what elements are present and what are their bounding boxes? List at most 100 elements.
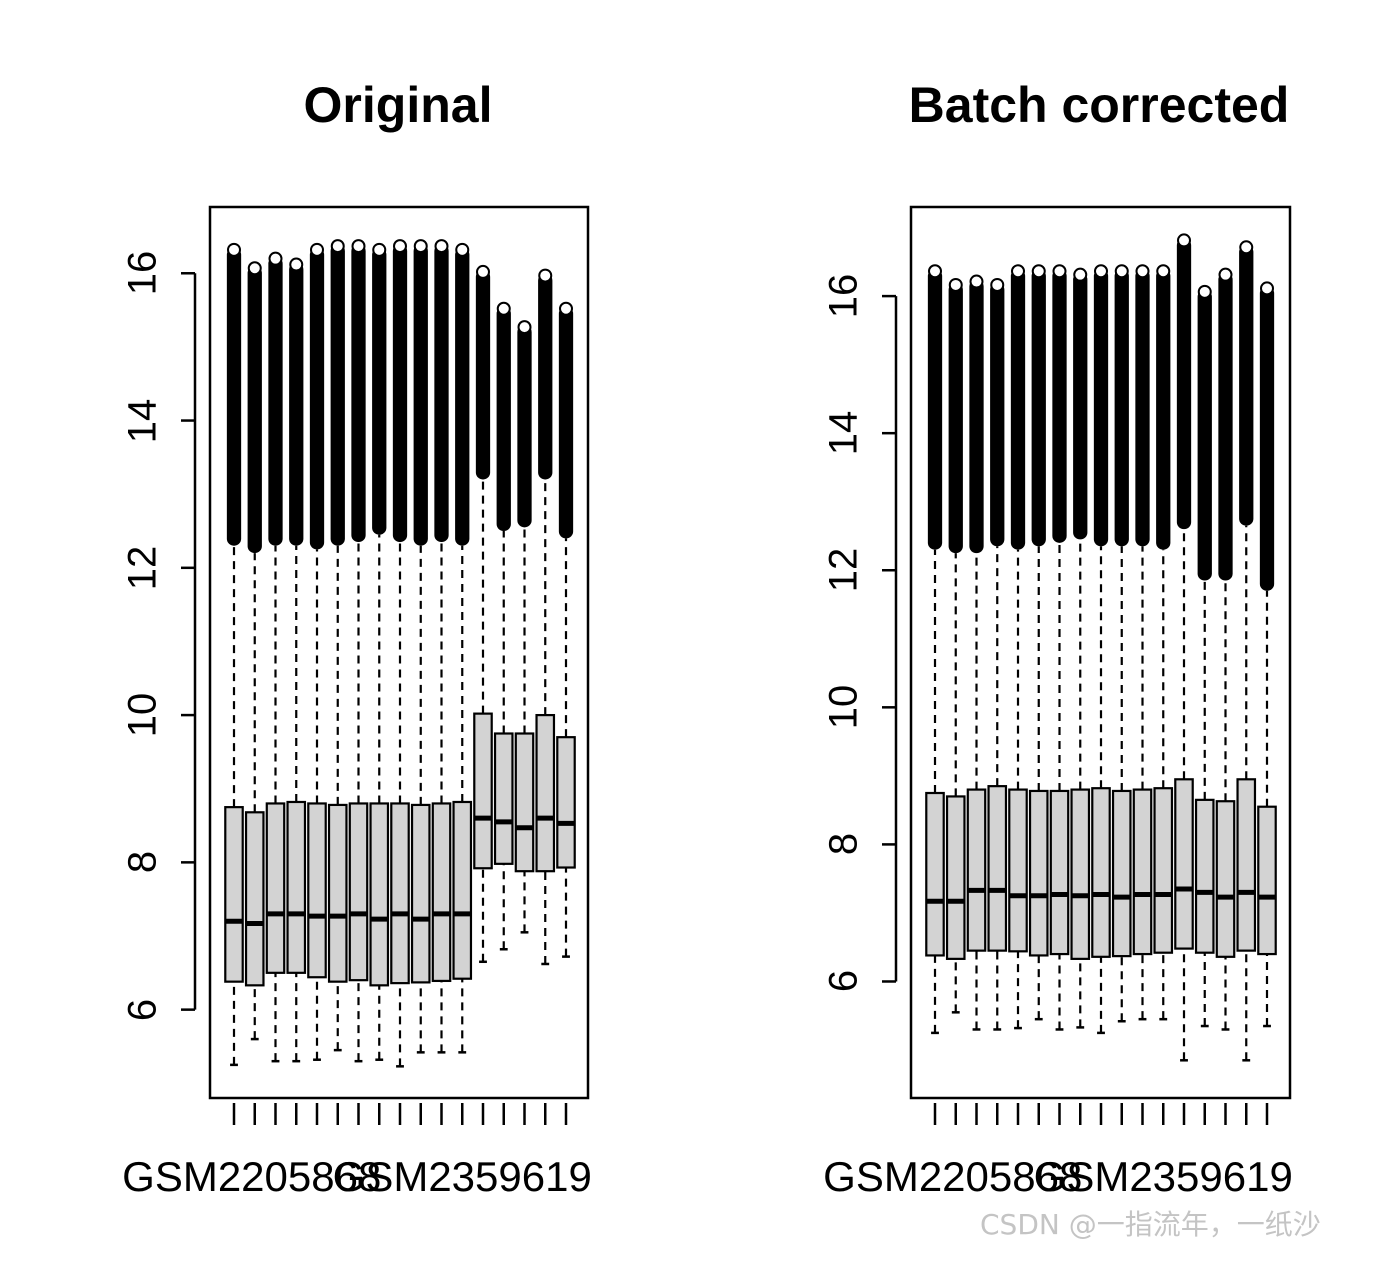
box-body (390, 802, 410, 985)
outlier-point (330, 239, 345, 254)
outlier-band (1156, 269, 1171, 550)
outlier-band (475, 269, 491, 480)
box-body (493, 732, 514, 865)
box-body (535, 713, 556, 873)
box-body (452, 800, 473, 980)
box-body (473, 712, 493, 870)
outlier-point (227, 242, 241, 257)
outlier-band (1073, 272, 1088, 540)
plot-frame (909, 205, 1292, 1100)
y-tick-label: 6 (120, 998, 165, 1021)
outlier-band (517, 325, 532, 528)
x-tick-label: GSM2359619 (332, 1153, 592, 1200)
outlier-point (268, 251, 283, 266)
x-tick-label: GSM2205868 (823, 1153, 1083, 1200)
boxplot-panel-1 (181, 205, 590, 1125)
outlier-band (1176, 238, 1192, 530)
outlier-point (476, 264, 490, 279)
box-sample-13 (473, 264, 493, 964)
box-sample-9 (390, 239, 410, 1068)
box-sample-6 (1028, 264, 1049, 1021)
box-body (1049, 789, 1070, 956)
outlier-band (969, 279, 984, 554)
outlier-point (289, 257, 304, 272)
box-sample-10 (410, 239, 431, 1054)
box-body (1174, 778, 1194, 950)
box-body (1132, 788, 1153, 956)
outlier-point (1073, 267, 1088, 282)
outlier-point (1135, 264, 1150, 279)
box-sample-11 (1132, 264, 1153, 1021)
chart-title-original: Original (303, 77, 493, 133)
outlier-band (1218, 272, 1233, 581)
box-sample-10 (1111, 264, 1132, 1023)
outlier-point (538, 268, 553, 283)
y-tick-label: 16 (120, 251, 165, 296)
box-body (327, 803, 348, 983)
outlier-band (392, 244, 408, 543)
outlier-band (268, 256, 283, 546)
outlier-band (1197, 289, 1212, 581)
outlier-band (948, 282, 963, 554)
box-body (307, 802, 327, 979)
outlier-band (1010, 269, 1026, 550)
outlier-band (330, 244, 345, 546)
box-sample-3 (966, 274, 987, 1031)
outlier-band (1114, 269, 1129, 547)
box-sample-1 (224, 242, 244, 1067)
outlier-band (413, 244, 428, 546)
outlier-point (247, 261, 262, 276)
box-sample-16 (535, 268, 556, 966)
box-sample-8 (1070, 267, 1091, 1029)
watermark-text: CSDN @一指流年，一纸沙 (980, 1208, 1321, 1241)
box-sample-3 (265, 251, 286, 1063)
outlier-point (434, 239, 449, 254)
box-sample-17 (556, 301, 576, 958)
outlier-band (990, 282, 1005, 547)
outlier-point (969, 274, 984, 289)
box-sample-12 (452, 242, 473, 1054)
outlier-point (1197, 284, 1212, 299)
outlier-band (434, 244, 449, 543)
box-sample-8 (369, 242, 390, 1061)
outlier-point (1011, 264, 1025, 279)
outlier-point (1218, 267, 1233, 282)
outlier-point (990, 277, 1005, 292)
box-body (556, 736, 576, 869)
outlier-band (558, 306, 574, 539)
box-body (987, 785, 1008, 952)
outlier-point (372, 242, 387, 257)
box-body (925, 791, 945, 957)
outlier-band (289, 262, 304, 546)
box-sample-2 (244, 261, 265, 1041)
y-tick-label: 8 (120, 851, 165, 874)
box-sample-5 (307, 242, 327, 1061)
outlier-band (1135, 269, 1150, 547)
box-sample-7 (1049, 264, 1070, 1031)
outlier-point (1156, 264, 1171, 279)
outlier-point (413, 239, 428, 254)
outlier-point (948, 277, 963, 292)
box-body (369, 802, 390, 987)
box-sample-17 (1257, 281, 1277, 1028)
outlier-point (1260, 281, 1274, 296)
box-body (1008, 788, 1028, 953)
y-tick-label: 14 (821, 410, 866, 456)
y-tick-label: 12 (821, 548, 866, 593)
box-body (1236, 778, 1257, 952)
box-body (945, 795, 966, 960)
boxplot-panel-2 (882, 205, 1292, 1125)
box-sample-7 (348, 239, 369, 1063)
box-body (1028, 789, 1049, 957)
chart-title-batch-corrected: Batch corrected (908, 77, 1290, 133)
box-body (1194, 798, 1215, 954)
box-sample-15 (1215, 267, 1236, 1031)
y-tick-label: 6 (821, 970, 866, 993)
outlier-band (1093, 269, 1109, 547)
outlier-point (310, 242, 324, 257)
plot-frame (208, 205, 590, 1100)
box-sample-16 (1236, 240, 1257, 1062)
outlier-point (1114, 264, 1129, 279)
outlier-band (1052, 269, 1067, 543)
